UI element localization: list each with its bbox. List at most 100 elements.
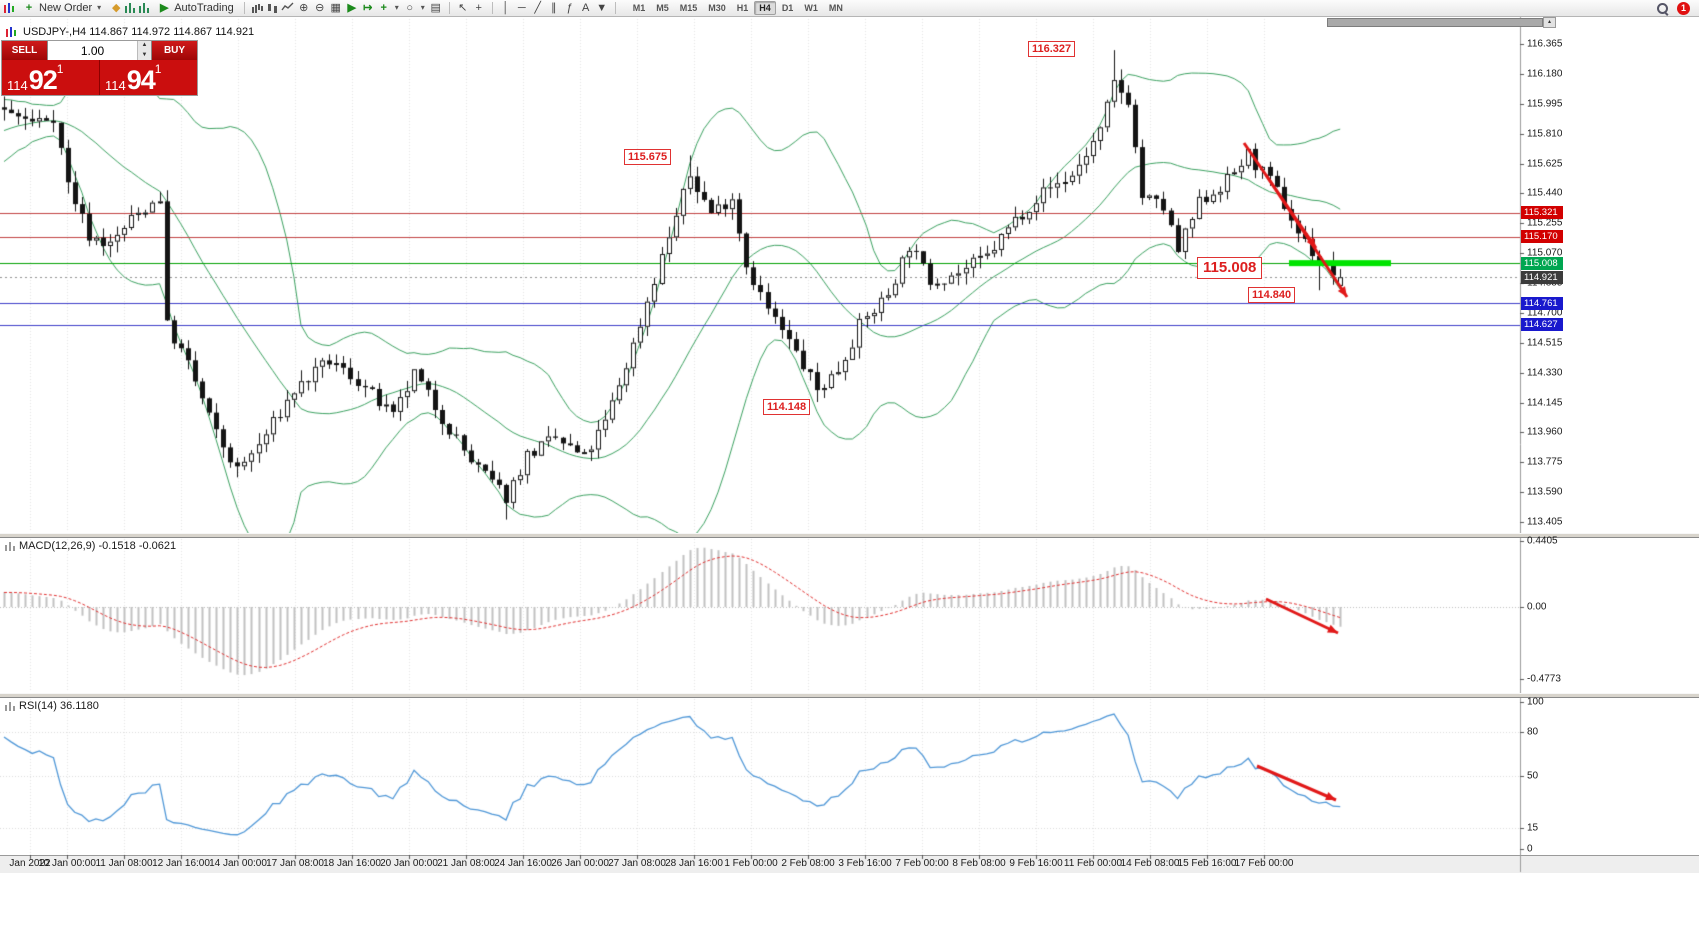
vertical-line-tool-icon[interactable]: │	[502, 2, 510, 14]
price-axis-label: 113.775	[1527, 456, 1563, 468]
periods-icon[interactable]: ○	[406, 2, 414, 14]
price-axis-label: 113.960	[1527, 426, 1563, 438]
time-axis-label: Jan 2022	[9, 858, 51, 869]
sell-button[interactable]: SELL	[2, 41, 47, 60]
timeframe-button-h4[interactable]: H4	[754, 1, 776, 15]
line-chart-mode-icon[interactable]	[281, 1, 295, 15]
time-axis-label: 1 Feb 00:00	[724, 858, 778, 869]
autotrading-button[interactable]: ▶ AutoTrading	[153, 1, 238, 16]
periods-dropdown-icon[interactable]: ▾	[420, 3, 425, 12]
new-order-plus-icon: +	[25, 2, 33, 14]
fibonacci-tool-icon[interactable]: ƒ	[566, 2, 573, 14]
ask-prefix: 114	[105, 78, 126, 93]
auto-scroll-icon[interactable]: ▶	[347, 2, 356, 14]
notification-badge[interactable]: 1	[1677, 1, 1690, 15]
arrows-tool-icon[interactable]: ▼	[596, 2, 608, 14]
channel-tool-icon[interactable]: ∥	[550, 2, 557, 14]
bid-price-panel[interactable]: 114 92 1	[2, 60, 99, 95]
text-tool-icon[interactable]: A	[582, 2, 590, 14]
timeframe-button-h1[interactable]: H1	[736, 3, 749, 13]
timeframe-toolbar: M1 M5 M15 M30 H1 H4 D1 W1 MN	[628, 1, 848, 15]
chart-hscrollbar-thumb[interactable]	[1327, 18, 1543, 27]
scroll-to-end-button[interactable]: ▴	[1543, 17, 1556, 28]
time-axis-label: 24 Jan 16:00	[494, 858, 552, 869]
toolbar-separator	[243, 2, 245, 14]
price-annotation[interactable]: 114.148	[763, 399, 811, 415]
time-axis-label: 14 Feb 08:00	[1120, 858, 1180, 869]
macd-axis-label: -0.4773	[1527, 673, 1561, 685]
price-axis-label: 116.180	[1527, 68, 1563, 80]
trendline-tool-icon[interactable]: ╱	[534, 2, 542, 14]
buy-button[interactable]: BUY	[152, 41, 197, 60]
time-axis-label: 28 Jan 16:00	[665, 858, 723, 869]
time-axis-label: 7 Feb 00:00	[895, 858, 949, 869]
timeframe-button-w1[interactable]: W1	[804, 3, 818, 13]
price-axis-label: 115.440	[1527, 187, 1563, 199]
indicators-dropdown-icon[interactable]: ▾	[394, 3, 399, 12]
pane-separator-macd[interactable]	[0, 533, 1699, 538]
volume-down-button[interactable]: ▼	[138, 50, 151, 60]
timeframe-button-d1[interactable]: D1	[781, 3, 794, 13]
bid-prefix: 114	[7, 78, 28, 93]
market-watch-icon[interactable]	[125, 3, 138, 13]
price-axis-label: 114.515	[1527, 337, 1563, 349]
bid-big-digits: 92	[28, 65, 58, 95]
volume-input[interactable]	[48, 41, 137, 60]
templates-icon[interactable]: ▤	[430, 2, 441, 14]
volume-up-button[interactable]: ▲	[138, 41, 151, 51]
candlestick-mode-icon[interactable]	[265, 2, 279, 14]
symbol-ohlc-line: USDJPY-,H4 114.867 114.972 114.867 114.9…	[5, 26, 254, 38]
volume-box: ▲ ▼	[47, 41, 152, 60]
price-tag: 114.921	[1521, 270, 1563, 284]
timeframe-button-m15[interactable]: M15	[679, 3, 698, 13]
price-annotation[interactable]: 115.675	[624, 149, 672, 165]
macd-pane-label: MACD(12,26,9) -0.1518 -0.0621	[5, 540, 176, 552]
timeframe-button-mn[interactable]: MN	[828, 3, 843, 13]
new-order-button[interactable]: + New Order ▾	[18, 1, 107, 16]
price-annotation[interactable]: 116.327	[1028, 41, 1076, 57]
time-axis-label: 12 Jan 16:00	[152, 858, 210, 869]
time-axis-label: 10 Jan 00:00	[38, 858, 96, 869]
price-annotation[interactable]: 115.008	[1197, 257, 1263, 279]
toolbar-right-group: 1	[1656, 1, 1696, 15]
search-icon[interactable]	[1656, 2, 1669, 15]
price-axis-label: 115.995	[1527, 98, 1563, 110]
symbol-ohlc-text: USDJPY-,H4 114.867 114.972 114.867 114.9…	[23, 26, 255, 38]
horizontal-line-tool-icon[interactable]: ─	[517, 2, 526, 14]
zoom-out-icon[interactable]: ⊖	[315, 2, 325, 14]
time-axis-label: 27 Jan 08:00	[608, 858, 666, 869]
timeframe-button-m30[interactable]: M30	[708, 3, 726, 13]
pane-separator-rsi[interactable]	[0, 693, 1699, 698]
time-axis-label: 15 Feb 16:00	[1177, 858, 1237, 869]
new-order-label: New Order	[39, 2, 93, 14]
rsi-axis-label: 80	[1527, 726, 1539, 738]
time-axis-label: 3 Feb 16:00	[838, 858, 892, 869]
tile-windows-icon[interactable]: ▦	[330, 2, 341, 14]
time-axis-label: 11 Feb 00:00	[1063, 858, 1123, 869]
cursor-tool-icon[interactable]: ↖	[458, 2, 468, 14]
price-tag: 115.170	[1521, 230, 1563, 244]
toolbar-separator	[614, 2, 616, 14]
timeframe-button-m5[interactable]: M5	[656, 3, 669, 13]
navigator-icon[interactable]	[139, 3, 152, 13]
indicator-icon	[5, 701, 15, 711]
time-axis-label: 9 Feb 16:00	[1009, 858, 1063, 869]
zoom-in-icon[interactable]: ⊕	[299, 2, 309, 14]
rsi-label-text: RSI(14) 36.1180	[19, 700, 99, 712]
price-annotation[interactable]: 114.840	[1248, 287, 1296, 303]
price-axis-label: 116.365	[1527, 38, 1563, 50]
chart-shift-icon[interactable]: ↦	[363, 2, 373, 14]
timeframe-button-m1[interactable]: M1	[632, 3, 646, 13]
time-axis-label: 20 Jan 00:00	[380, 858, 438, 869]
chart-window-icon[interactable]	[3, 2, 16, 14]
indicators-icon[interactable]: +	[380, 2, 387, 14]
crosshair-tool-icon[interactable]: +	[475, 2, 482, 14]
rsi-axis-label: 100	[1527, 696, 1544, 708]
ask-big-digits: 94	[126, 65, 156, 95]
metaeditor-icon[interactable]: ◆	[111, 2, 121, 14]
bar-chart-mode-icon[interactable]	[250, 2, 264, 14]
ask-price-panel[interactable]: 114 94 1	[100, 60, 197, 95]
